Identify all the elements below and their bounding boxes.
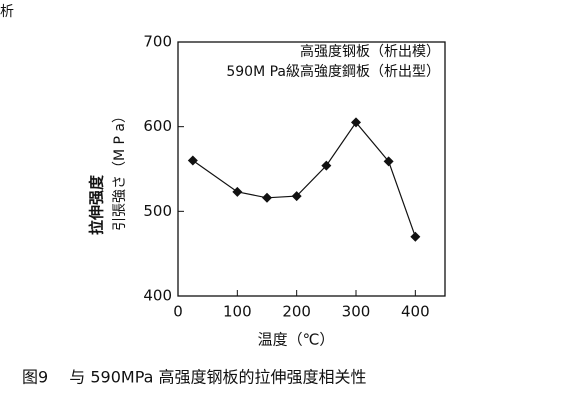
x-axis-label: 温度（℃）	[258, 331, 335, 349]
y-tick-label: 700	[143, 33, 172, 51]
y-tick-label: 400	[143, 287, 172, 305]
line	[192, 121, 416, 237]
y-axis-label: 引張強さ（M P a）	[112, 109, 128, 231]
y-tick-label: 500	[143, 202, 172, 220]
x-tick-label: 100	[223, 303, 252, 321]
x-tick-label: 0	[173, 303, 183, 321]
x-tick-label: 300	[342, 303, 371, 321]
marker	[262, 192, 272, 203]
y-tick-label: 600	[143, 117, 172, 135]
marker	[351, 117, 361, 128]
caption: 图9 与 590MPa 高强度钢板的拉伸强度相关性	[22, 368, 367, 387]
marker	[321, 160, 332, 171]
marker	[291, 191, 302, 202]
corner-text: 析	[0, 4, 14, 20]
marker	[187, 155, 198, 166]
x-tick-label: 200	[282, 303, 311, 321]
marker	[410, 231, 421, 242]
annotation: 高强度钢板（析出模）	[300, 43, 440, 60]
plot-frame	[177, 41, 446, 297]
marker	[383, 156, 394, 167]
y-axis-label: 拉伸强度	[88, 174, 106, 235]
x-tick-label: 400	[401, 303, 430, 321]
annotation: 590M Pa級高強度鋼板（析出型）	[226, 63, 440, 80]
marker	[232, 186, 243, 197]
